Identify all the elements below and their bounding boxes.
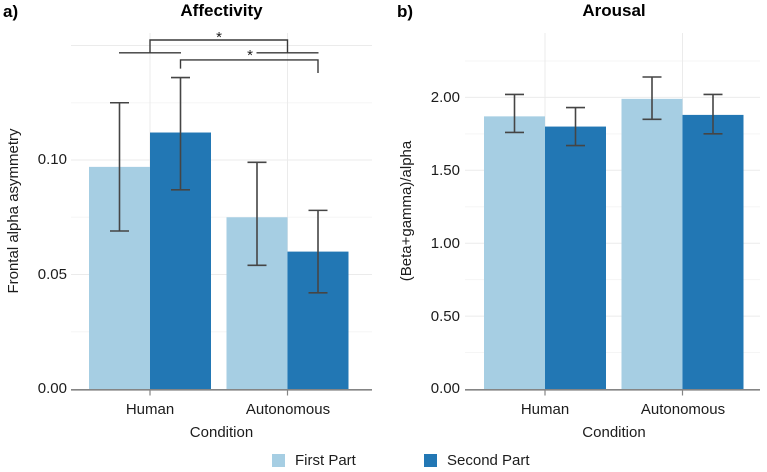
bar-arousal-autonomous-second-part [682,114,744,390]
x-category-label: Human [125,401,175,418]
x-category-label: Autonomous [245,401,331,418]
significance-star: * [247,47,253,64]
legend-swatch-second-part [424,454,437,467]
bar-arousal-human-first-part [484,116,545,389]
significance-star: * [216,29,222,46]
panel-a-label: a) [3,2,19,21]
panel-a-x-axis-title: Condition [189,424,254,441]
y-tick-label: 2.00 [430,89,460,106]
x-category-label: Human [520,401,570,418]
bar-arousal-autonomous-first-part [621,98,683,389]
y-tick-label: 0.50 [430,308,460,325]
y-tick-label: 0.00 [430,380,460,397]
bar-arousal-human-second-part [545,126,606,389]
panel-b-title: Arousal [582,1,646,20]
x-category-label: Autonomous [640,401,726,418]
y-tick-label: 1.50 [430,162,460,179]
y-tick-label: 0.00 [37,380,67,397]
significance-bracket-1 [149,39,289,53]
panel-a-title: Affectivity [180,1,263,20]
panel-b-y-axis-title: (Beta+gamma)/alpha [398,140,415,282]
panel-b-label: b) [397,2,414,21]
significance-bracket-2 [179,59,319,73]
y-tick-label: 1.00 [430,235,460,252]
legend-swatch-first-part [272,454,285,467]
legend-label-first-part: First Part [295,452,356,469]
legend-label-second-part: Second Part [447,452,530,469]
panel-b-x-axis-title: Condition [582,424,646,441]
y-tick-label: 0.10 [37,151,67,168]
y-tick-label: 0.05 [37,266,67,283]
panel-a-y-axis-title: Frontal alpha asymmetry [5,128,22,294]
